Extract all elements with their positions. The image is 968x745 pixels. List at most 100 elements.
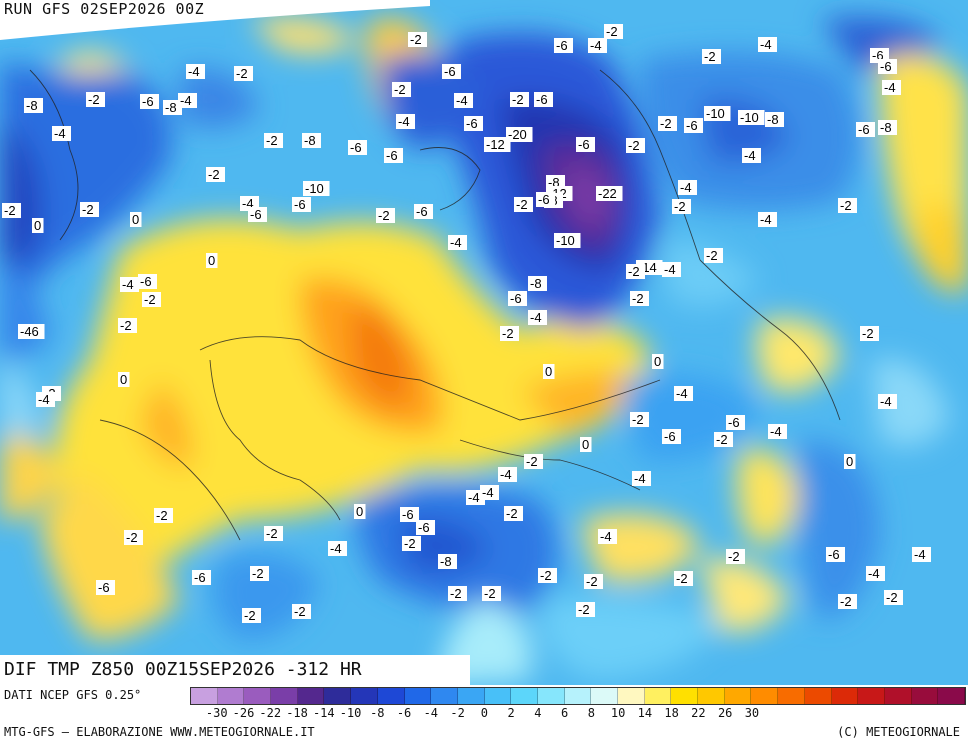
contour-label-box xyxy=(142,292,161,307)
contour-label: -2 xyxy=(632,412,644,427)
contour-label: -4 xyxy=(676,386,688,401)
contour-label: -6 xyxy=(140,274,152,289)
contour-label-box xyxy=(408,32,427,47)
run-label: RUN GFS 02SEP2026 00Z xyxy=(4,0,205,18)
contour-label-box xyxy=(328,541,347,556)
contour-label: -4 xyxy=(770,424,782,439)
legend-swatch xyxy=(351,688,378,704)
contour-label-box xyxy=(24,98,43,113)
contour-label-box xyxy=(186,64,205,79)
contour-label: -6 xyxy=(194,570,206,585)
contour-label: -4 xyxy=(664,262,676,277)
legend-tick-label: -26 xyxy=(232,706,255,720)
contour-label: -4 xyxy=(884,80,896,95)
contour-label-box xyxy=(163,100,182,115)
contour-label-box xyxy=(248,207,267,222)
legend-tick-label: -22 xyxy=(259,706,282,720)
contour-label-box xyxy=(376,208,395,223)
contour-label-box xyxy=(860,326,879,341)
contour-label: -4 xyxy=(180,93,192,108)
legend-swatch xyxy=(911,688,939,704)
contour-label: -2 xyxy=(4,203,16,218)
contour-label: -2 xyxy=(126,530,138,545)
contour-label-box xyxy=(684,118,703,133)
contour-label: -2 xyxy=(728,549,740,564)
contour-label: -2 xyxy=(628,138,640,153)
contour-label-box xyxy=(588,38,607,53)
contour-label: -4 xyxy=(38,392,50,407)
contour-label: -6 xyxy=(728,415,740,430)
contour-label: -10 xyxy=(706,106,725,121)
contour-label-box xyxy=(414,204,433,219)
contour-label: -6 xyxy=(350,140,362,155)
legend-swatch xyxy=(671,688,699,704)
legend-swatch xyxy=(591,688,618,704)
contour-label: -2 xyxy=(208,167,220,182)
color-legend-bar xyxy=(190,687,966,705)
contour-label-box xyxy=(742,148,761,163)
legend-swatch xyxy=(537,688,565,704)
contour-label-box xyxy=(598,529,617,544)
contour-label-box xyxy=(480,485,499,500)
contour-label: -20 xyxy=(508,127,527,142)
contour-label-box xyxy=(384,148,403,163)
contour-label-box xyxy=(662,429,681,444)
contour-label-box xyxy=(302,133,321,148)
contour-label-box xyxy=(878,394,897,409)
footer-copyright: (C) METEOGIORNALE xyxy=(837,725,960,739)
legend-tick-label: -4 xyxy=(423,706,439,720)
contour-label: -2 xyxy=(120,318,132,333)
contour-label: -2 xyxy=(294,604,306,619)
contour-label-box xyxy=(626,264,645,279)
contour-label: -2 xyxy=(840,198,852,213)
contour-label-box xyxy=(130,212,142,227)
contour-label: 0 xyxy=(545,364,552,379)
contour-label-box xyxy=(884,590,903,605)
contour-label: -2 xyxy=(886,590,898,605)
contour-label-box xyxy=(674,386,693,401)
contour-label: 0 xyxy=(582,437,589,452)
contour-label: -2 xyxy=(862,326,874,341)
contour-label: -2 xyxy=(840,594,852,609)
contour-label-box xyxy=(484,137,511,152)
contour-label-box xyxy=(704,106,731,121)
legend-tick-label: -8 xyxy=(370,706,385,720)
contour-label: -6 xyxy=(872,48,884,63)
legend-tick-label: 2 xyxy=(507,706,515,720)
contour-label-box xyxy=(303,181,330,196)
contour-label: -2 xyxy=(266,133,278,148)
legend-swatch xyxy=(858,688,885,704)
contour-label: -6 xyxy=(578,137,590,152)
legend-swatch xyxy=(457,688,485,704)
legend-swatch xyxy=(324,688,352,704)
contour-label-box xyxy=(438,554,457,569)
contour-label-box xyxy=(765,112,784,127)
contour-label: -4 xyxy=(482,485,494,500)
contour-label: -6 xyxy=(828,547,840,562)
contour-label: -2 xyxy=(526,454,538,469)
contour-label-box xyxy=(292,604,311,619)
weather-map: -2 -6 -4 -2 -4 -6 -6 -4 -2 -6 -8 -2 -6 -8 -4 -2 -4 -2 -6 -6… xyxy=(0,0,968,685)
contour-label: -4 xyxy=(456,93,468,108)
legend-tick-label: 18 xyxy=(664,706,679,720)
contour-label-box xyxy=(632,471,651,486)
legend-tick-label: -30 xyxy=(205,706,228,720)
contour-label: -6 xyxy=(142,94,154,109)
contour-label: 0 xyxy=(654,354,661,369)
contour-label-box xyxy=(354,504,366,519)
contour-label: 0 xyxy=(208,253,215,268)
contour-label: -2 xyxy=(606,24,618,39)
contour-label: -2 xyxy=(88,92,100,107)
contour-label: -6 xyxy=(386,148,398,163)
contour-label: -6 xyxy=(466,116,478,131)
contour-label: -2 xyxy=(676,571,688,586)
contour-label: -2 xyxy=(236,66,248,81)
contour-label-box xyxy=(118,372,130,387)
contour-label: -8 xyxy=(548,175,560,190)
contour-label-box xyxy=(192,570,211,585)
legend-swatch xyxy=(751,688,779,704)
contour-label: -2 xyxy=(516,197,528,212)
contour-label-box xyxy=(528,310,547,325)
legend-swatch xyxy=(618,688,645,704)
contour-label: -4 xyxy=(450,235,462,250)
